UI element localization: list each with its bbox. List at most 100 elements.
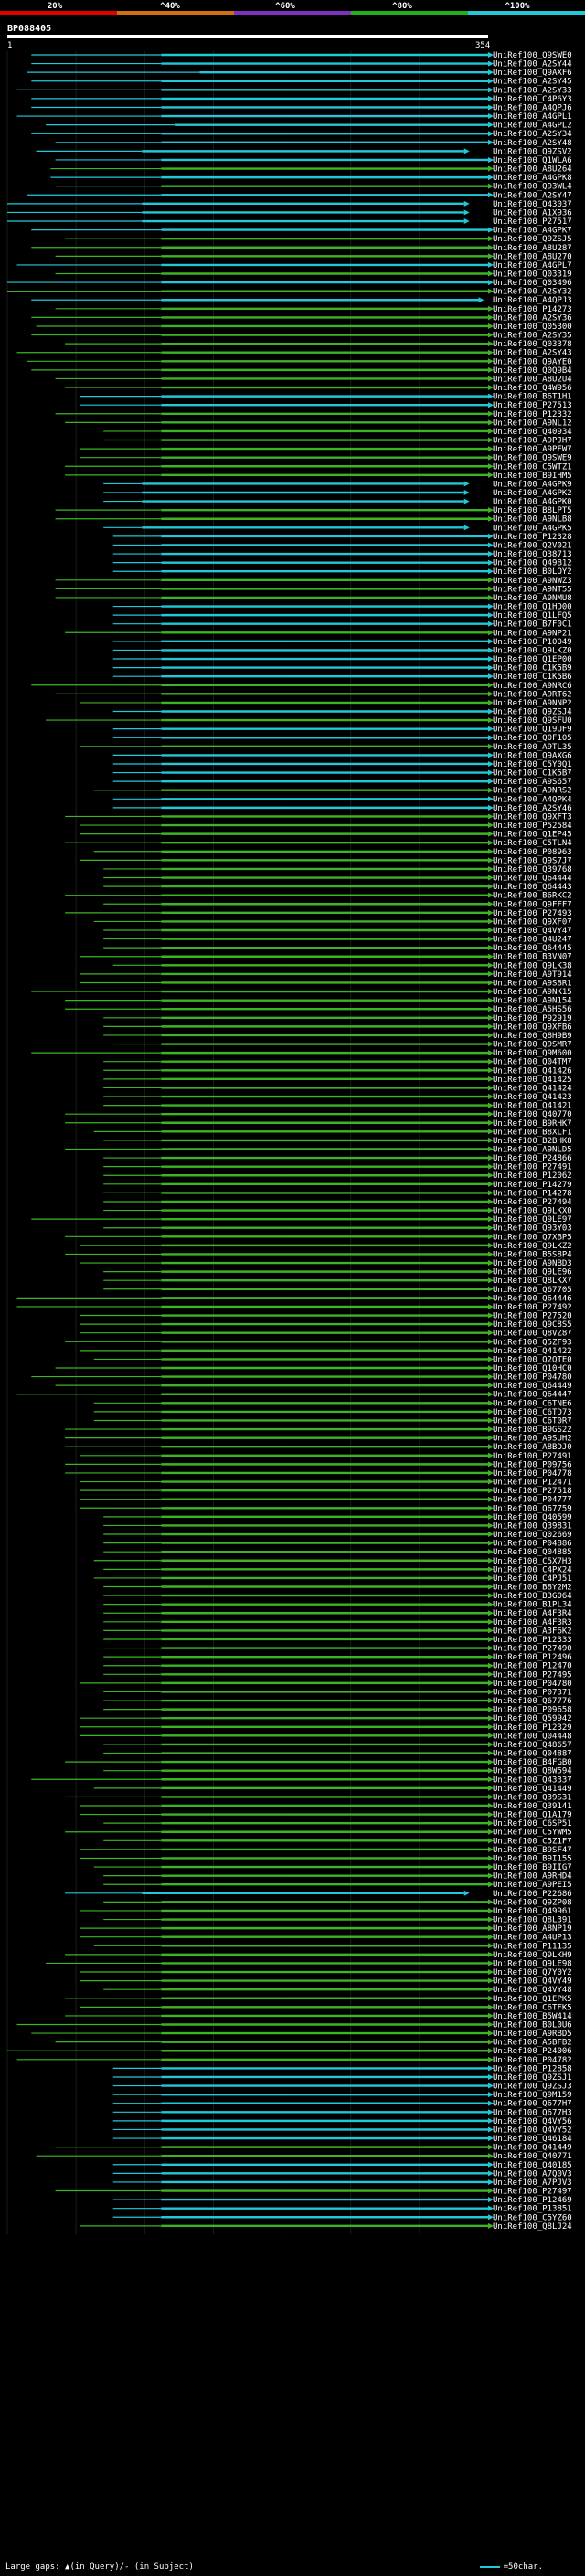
hit-label[interactable]: UniRef100_A4GPK9	[493, 480, 572, 489]
hit-row[interactable]: UniRef100_A2SY45	[31, 78, 572, 87]
hit-label[interactable]: UniRef100_A4GPK5	[493, 524, 572, 533]
hit-label[interactable]: UniRef100_Q9XFT3	[493, 812, 572, 822]
hit-label[interactable]: UniRef100_Q8H9B9	[493, 1032, 572, 1041]
hit-label[interactable]: UniRef100_Q38713	[493, 550, 572, 559]
hit-row[interactable]: UniRef100_C5TLN4	[65, 839, 572, 848]
hit-row[interactable]: UniRef100_B0L0U6	[16, 2021, 572, 2030]
hit-label[interactable]: UniRef100_B4FGB0	[493, 1758, 572, 1767]
hit-row[interactable]: UniRef100_P08963	[93, 848, 572, 857]
hit-row[interactable]: UniRef100_P14273	[55, 305, 572, 314]
hit-label[interactable]: UniRef100_A4QPJ6	[493, 103, 572, 112]
hit-row[interactable]: UniRef100_Q41449	[93, 1785, 572, 1794]
hit-label[interactable]: UniRef100_A2SY48	[493, 139, 572, 148]
hit-label[interactable]: UniRef100_A9RHD4	[493, 1872, 572, 1882]
hit-label[interactable]: UniRef100_Q39831	[493, 1521, 572, 1531]
hit-label[interactable]: UniRef100_Q9LK38	[493, 961, 572, 970]
hit-row[interactable]: UniRef100_Q8H9B9	[103, 1032, 572, 1041]
hit-row[interactable]: UniRef100_A9NWZ3	[55, 577, 572, 586]
hit-row[interactable]: UniRef100_Q9S7J7	[79, 856, 572, 865]
hit-row[interactable]: UniRef100_Q9ZSJ3	[112, 2083, 572, 2092]
hit-row[interactable]: UniRef100_P12471	[79, 1479, 572, 1488]
hit-row[interactable]: UniRef100_B9I155	[79, 1854, 572, 1863]
hit-row[interactable]: UniRef100_Q41425	[103, 1076, 572, 1085]
hit-row[interactable]: UniRef100_A8U264	[50, 165, 572, 175]
hit-row[interactable]: UniRef100_Q9LE97	[31, 1215, 572, 1224]
hit-label[interactable]: UniRef100_B8XLF1	[493, 1128, 572, 1137]
hit-row[interactable]: UniRef100_A2SY32	[7, 288, 572, 297]
hit-row[interactable]: UniRef100_A9NNP2	[79, 699, 572, 708]
hit-label[interactable]: UniRef100_B8LPT5	[493, 506, 572, 515]
hit-label[interactable]: UniRef100_A9NT55	[493, 585, 572, 594]
hit-row[interactable]: UniRef100_B5W414	[65, 2012, 572, 2021]
hit-row[interactable]: UniRef100_Q4VY47	[103, 927, 572, 936]
hit-label[interactable]: UniRef100_Q677H7	[493, 2100, 572, 2109]
hit-label[interactable]: UniRef100_A4QPK4	[493, 795, 572, 804]
hit-row[interactable]: UniRef100_Q49B12	[112, 559, 572, 568]
hit-label[interactable]: UniRef100_Q0Q9B4	[493, 366, 572, 376]
hit-row[interactable]: UniRef100_P12858	[112, 2064, 572, 2073]
hit-row[interactable]: UniRef100_Q9AXF6	[27, 69, 572, 78]
hit-row[interactable]: UniRef100_Q67705	[103, 1286, 572, 1295]
hit-row[interactable]: UniRef100_Q4VY48	[103, 1986, 572, 1995]
hit-label[interactable]: UniRef100_A9NWZ3	[493, 577, 572, 586]
hit-label[interactable]: UniRef100_P12470	[493, 1662, 572, 1671]
hit-row[interactable]: UniRef100_Q9LK38	[112, 961, 572, 970]
hit-label[interactable]: UniRef100_Q04TM7	[493, 1058, 572, 1067]
hit-label[interactable]: UniRef100_Q64445	[493, 944, 572, 953]
hit-label[interactable]: UniRef100_P10049	[493, 638, 572, 647]
hit-label[interactable]: UniRef100_Q93Y03	[493, 1224, 572, 1234]
hit-row[interactable]: UniRef100_Q9ZP08	[103, 1898, 572, 1907]
hit-row[interactable]: UniRef100_Q9LE96	[103, 1268, 572, 1277]
hit-row[interactable]: UniRef100_A4QPK4	[112, 795, 572, 804]
hit-label[interactable]: UniRef100_A2SY32	[493, 288, 572, 297]
hit-row[interactable]: UniRef100_Q67759	[79, 1504, 572, 1513]
hit-label[interactable]: UniRef100_Q9LKH9	[493, 1951, 572, 1960]
hit-label[interactable]: UniRef100_P04777	[493, 1496, 572, 1505]
hit-label[interactable]: UniRef100_A8BDJ0	[493, 1443, 572, 1452]
hit-label[interactable]: UniRef100_A4GPL1	[493, 112, 572, 122]
hit-label[interactable]: UniRef100_Q03378	[493, 340, 572, 349]
hit-row[interactable]: UniRef100_A9NP21	[65, 629, 572, 638]
hit-label[interactable]: UniRef100_P27518	[493, 1487, 572, 1496]
hit-label[interactable]: UniRef100_P27520	[493, 1312, 572, 1321]
hit-row[interactable]: UniRef100_P07371	[103, 1688, 572, 1697]
hit-label[interactable]: UniRef100_A5HS56	[493, 1005, 572, 1014]
hit-row[interactable]: UniRef100_A9SUH2	[65, 1435, 572, 1444]
hit-row[interactable]: UniRef100_P12062	[103, 1171, 572, 1181]
hit-row[interactable]: UniRef100_Q9ZSV2	[36, 147, 572, 156]
hit-label[interactable]: UniRef100_C5YWM5	[493, 1829, 572, 1838]
hit-row[interactable]: UniRef100_Q39831	[103, 1521, 572, 1531]
hit-label[interactable]: UniRef100_Q43337	[493, 1776, 572, 1785]
hit-label[interactable]: UniRef100_Q9AYE0	[493, 357, 572, 366]
hit-row[interactable]: UniRef100_Q7XBP5	[65, 1233, 572, 1242]
hit-label[interactable]: UniRef100_A2SY45	[493, 78, 572, 87]
hit-label[interactable]: UniRef100_A9NLD5	[493, 1146, 572, 1155]
hit-label[interactable]: UniRef100_A2SY43	[493, 349, 572, 358]
hit-label[interactable]: UniRef100_Q41425	[493, 1076, 572, 1085]
hit-label[interactable]: UniRef100_Q8LJ24	[493, 2222, 572, 2231]
hit-label[interactable]: UniRef100_A8U270	[493, 252, 572, 261]
hit-row[interactable]: UniRef100_A8NP19	[79, 1924, 572, 1934]
hit-row[interactable]: UniRef100_P14279	[103, 1181, 572, 1190]
hit-row[interactable]: UniRef100_A2SY35	[31, 332, 572, 341]
hit-label[interactable]: UniRef100_A8U264	[493, 165, 572, 175]
hit-label[interactable]: UniRef100_Q41424	[493, 1084, 572, 1093]
hit-row[interactable]: UniRef100_Q04885	[103, 1548, 572, 1557]
hit-label[interactable]: UniRef100_Q9ZSV2	[493, 147, 572, 156]
hit-label[interactable]: UniRef100_Q677H3	[493, 2108, 572, 2117]
hit-row[interactable]: UniRef100_Q64449	[55, 1382, 572, 1391]
hit-label[interactable]: UniRef100_P04780	[493, 1680, 572, 1689]
hit-row[interactable]: UniRef100_Q1EP45	[79, 831, 572, 840]
hit-label[interactable]: UniRef100_B6T1H1	[493, 393, 572, 402]
hit-row[interactable]: UniRef100_A9RBD5	[31, 2030, 572, 2039]
hit-label[interactable]: UniRef100_Q40770	[493, 1110, 572, 1119]
hit-label[interactable]: UniRef100_C5WTZ1	[493, 462, 572, 472]
hit-label[interactable]: UniRef100_Q1A179	[493, 1811, 572, 1820]
hit-row[interactable]: UniRef100_P24866	[103, 1154, 572, 1163]
hit-row[interactable]: UniRef100_P27518	[79, 1487, 572, 1496]
hit-row[interactable]: UniRef100_A8U2U4	[55, 375, 572, 384]
hit-label[interactable]: UniRef100_A4GPK8	[493, 174, 572, 183]
hit-row[interactable]: UniRef100_A5HS56	[65, 1005, 572, 1014]
hit-row[interactable]: UniRef100_A9NK15	[31, 988, 572, 997]
hit-label[interactable]: UniRef100_Q03319	[493, 270, 572, 280]
